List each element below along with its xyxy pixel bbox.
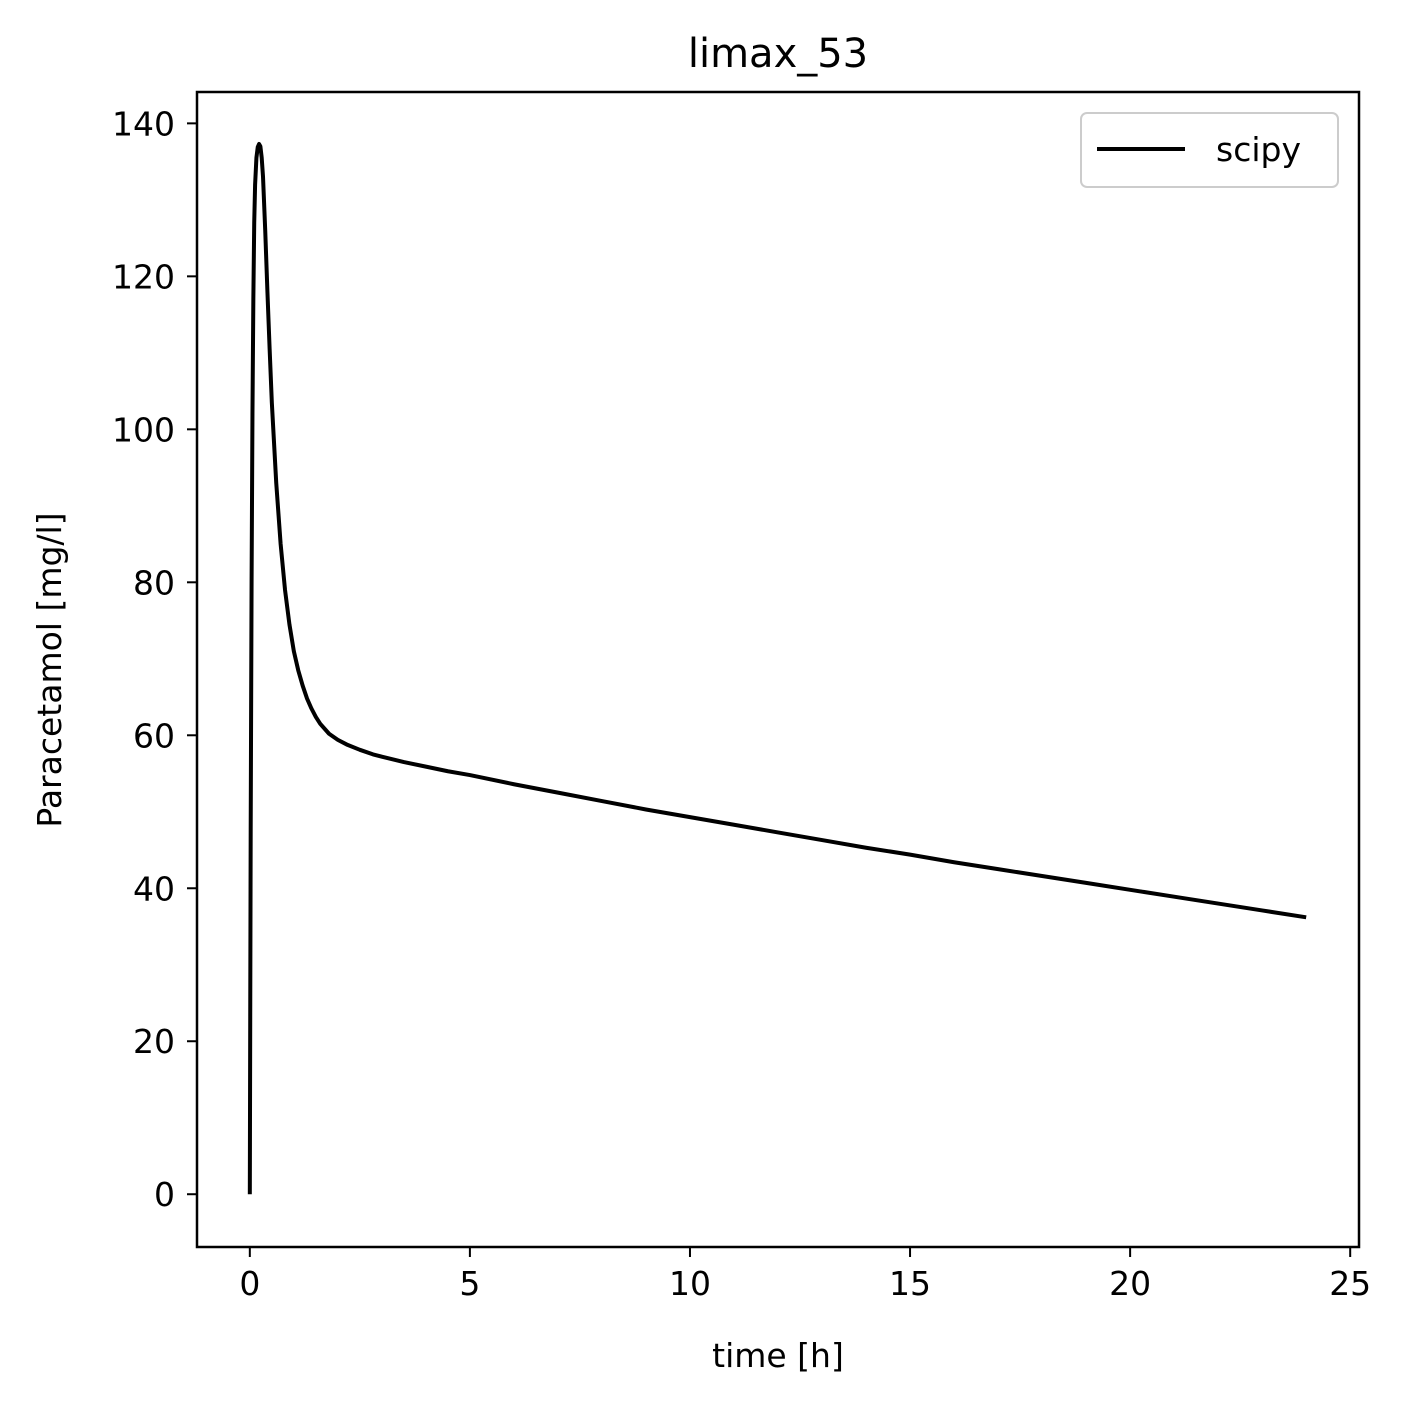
y-tick-label: 100: [112, 410, 175, 449]
x-tick-label: 5: [459, 1264, 480, 1303]
y-tick-label: 20: [133, 1022, 175, 1061]
legend-label: scipy: [1216, 130, 1301, 169]
y-axis: 0 20 40 60 80 100 120 140: [112, 104, 197, 1214]
x-tick-label: 10: [669, 1264, 711, 1303]
y-tick-label: 80: [133, 563, 175, 602]
y-tick-label: 140: [112, 104, 175, 143]
x-axis-label: time [h]: [712, 1336, 844, 1375]
legend-box: [1080, 112, 1339, 188]
x-tick-label: 25: [1329, 1264, 1371, 1303]
series-line-scipy: [247, 142, 1307, 1195]
plot-area: [247, 142, 1307, 1195]
y-axis-label: Paracetamol [mg/l]: [30, 512, 69, 827]
x-tick-label: 0: [239, 1264, 260, 1303]
y-tick-label: 120: [112, 257, 175, 296]
x-tick-label: 20: [1109, 1264, 1151, 1303]
x-axis: 0 5 10 15 20 25: [239, 1247, 1371, 1303]
x-tick-label: 15: [889, 1264, 931, 1303]
y-tick-label: 60: [133, 716, 175, 755]
legend: scipy: [1080, 112, 1339, 188]
y-tick-label: 40: [133, 869, 175, 908]
axes-frame: [195, 90, 1361, 1249]
chart-title: limax_53: [688, 31, 868, 77]
y-tick-label: 0: [154, 1175, 175, 1214]
